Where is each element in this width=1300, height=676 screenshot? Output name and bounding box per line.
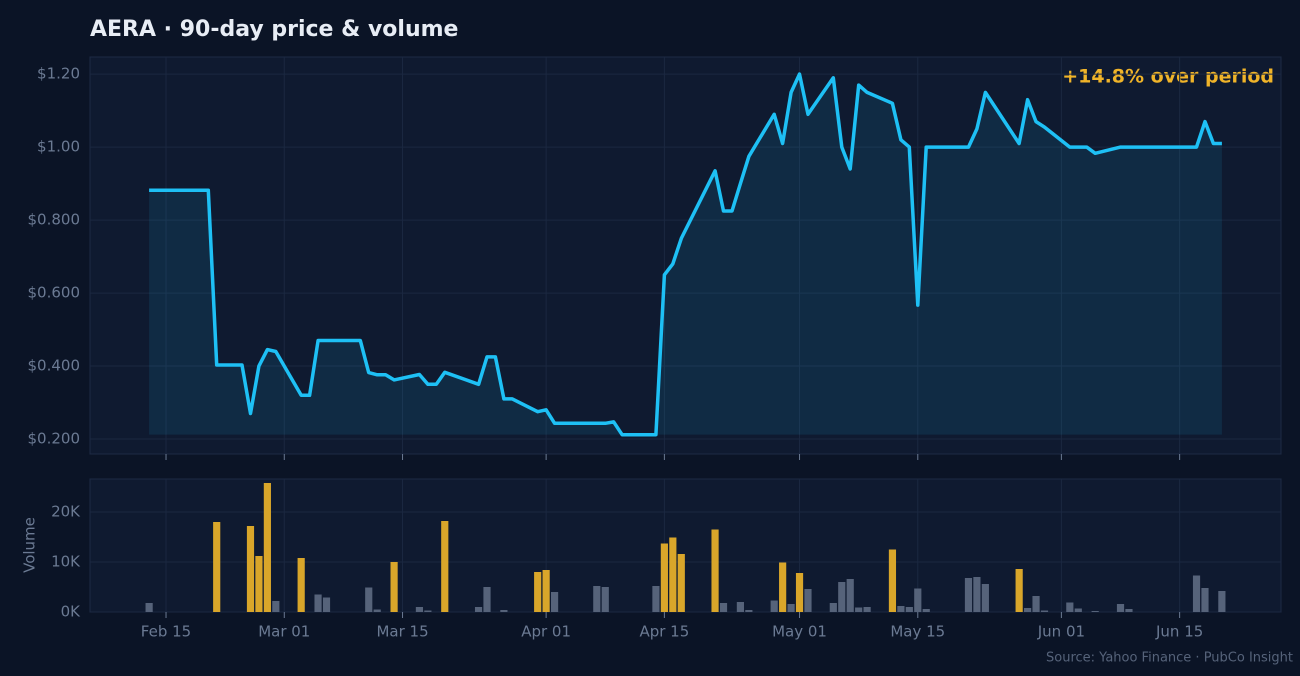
volume-bar	[1024, 608, 1032, 612]
volume-bar	[550, 592, 559, 612]
volume-bar	[669, 537, 677, 612]
volume-bar	[1040, 610, 1049, 612]
y-tick-label: $0.800	[28, 211, 81, 229]
y-tick-label: 10K	[51, 553, 81, 571]
volume-bar	[534, 572, 542, 612]
volume-bar	[145, 603, 153, 612]
volume-bar	[863, 607, 871, 612]
volume-bar	[981, 584, 989, 612]
volume-bar	[846, 579, 854, 612]
volume-bar	[964, 578, 973, 612]
volume-bar	[322, 597, 331, 612]
volume-bar	[390, 562, 398, 612]
x-tick-label: Mar 01	[258, 623, 310, 641]
volume-bar	[787, 604, 795, 612]
annotation: +14.8% over period	[1062, 66, 1274, 88]
x-tick-label: May 01	[772, 623, 827, 641]
volume-bar	[297, 558, 305, 612]
volume-bar	[1218, 591, 1226, 612]
volume-bar	[424, 610, 432, 612]
chart-title: AERA · 90-day price & volume	[90, 17, 458, 42]
x-tick-label: Jun 15	[1155, 623, 1203, 641]
y-tick-label: 20K	[51, 503, 81, 521]
volume-bar	[1091, 611, 1099, 612]
volume-bar	[1074, 608, 1082, 612]
volume-bar	[415, 607, 424, 612]
volume-bar	[314, 594, 322, 612]
volume-bar	[922, 609, 930, 612]
volume-bar	[914, 588, 922, 612]
volume-bar	[213, 522, 221, 612]
volume-bar	[829, 603, 837, 612]
volume-bar	[736, 602, 744, 612]
y-tick-label: $0.400	[28, 357, 81, 375]
volume-bar	[1032, 596, 1040, 612]
source-note: Source: Yahoo Finance · PubCo Insight	[1046, 651, 1293, 666]
volume-bar	[483, 587, 491, 612]
volume-bar	[441, 521, 449, 612]
volume-bar	[652, 586, 660, 612]
volume-bar	[888, 549, 897, 612]
y-tick-label: $0.600	[28, 284, 81, 302]
volume-panel	[89, 478, 1282, 613]
volume-bar	[365, 587, 373, 612]
volume-bar	[474, 607, 483, 612]
x-tick-label: Mar 15	[376, 623, 428, 641]
price-area	[149, 74, 1222, 435]
y-tick-label: $1.20	[37, 65, 80, 83]
price-line	[149, 72, 1222, 437]
x-tick-label: Feb 15	[141, 623, 191, 641]
volume-bar	[272, 601, 280, 612]
x-tick-label: Apr 01	[521, 623, 571, 641]
x-tick-label: Apr 15	[639, 623, 689, 641]
volume-bar	[601, 587, 609, 612]
volume-bar	[255, 556, 263, 612]
price-panel	[89, 56, 1282, 455]
volume-bar	[542, 570, 550, 612]
volume-bar	[838, 582, 846, 612]
y-axis-label: Volume	[21, 517, 39, 573]
volume-bar	[1116, 604, 1125, 612]
volume-bar	[770, 600, 778, 612]
volume-bar	[593, 586, 601, 612]
volume-bar	[1015, 569, 1023, 612]
volume-bar	[246, 526, 255, 612]
y-tick-label: $1.00	[37, 138, 80, 156]
volume-bar	[500, 610, 508, 612]
volume-bar	[677, 554, 685, 612]
volume-bar	[711, 529, 719, 612]
volume-bar	[660, 543, 668, 612]
volume-bar	[1201, 588, 1209, 612]
y-tick-label: $0.200	[28, 430, 81, 448]
x-tick-label: May 15	[890, 623, 945, 641]
volume-bar	[897, 606, 905, 612]
volume-bar	[745, 610, 753, 612]
volume-bar	[1192, 575, 1201, 612]
volume-bar	[263, 483, 271, 612]
volume-bar	[779, 562, 787, 612]
x-tick-label: Jun 01	[1037, 623, 1085, 641]
y-tick-label: 0K	[61, 603, 82, 621]
volume-bar	[373, 609, 381, 612]
volume-bar	[719, 603, 728, 612]
volume-bar	[804, 589, 812, 612]
volume-bar	[1125, 609, 1133, 612]
volume-bar	[905, 607, 913, 612]
volume-bar	[795, 573, 804, 612]
volume-bar	[855, 607, 863, 612]
volume-bar	[973, 577, 981, 612]
volume-bar	[1066, 602, 1074, 612]
